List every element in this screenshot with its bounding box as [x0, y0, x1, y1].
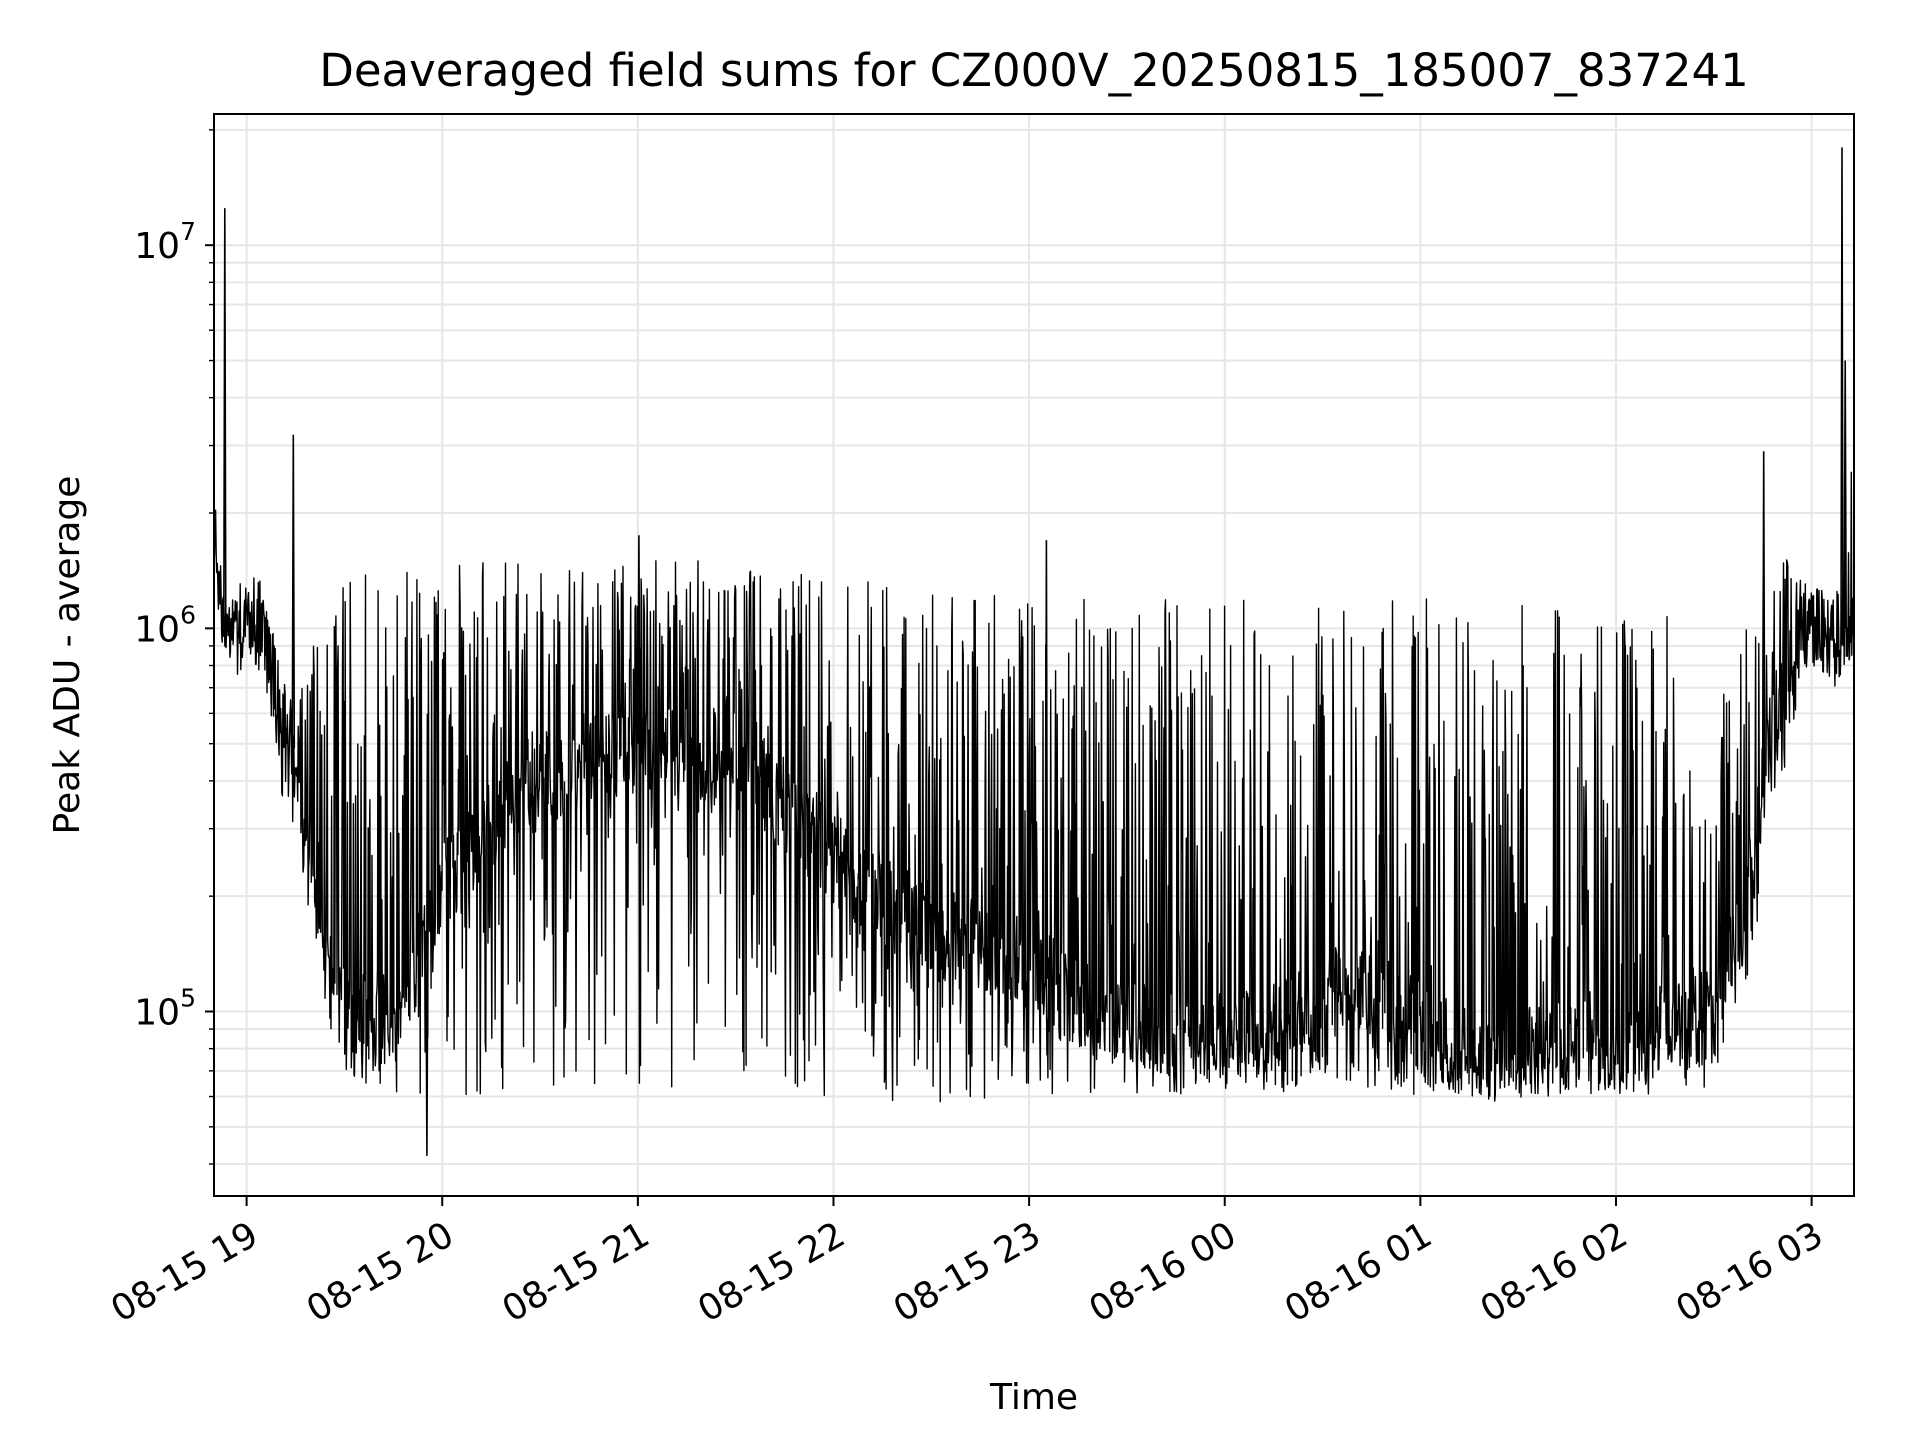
series-spike — [1843, 360, 1847, 635]
chart-title: Deaveraged field sums for CZ000V_2025081… — [319, 44, 1749, 97]
y-axis-label: Peak ADU - average — [47, 476, 88, 835]
plot-frame — [213, 113, 1855, 1197]
plot-area — [213, 147, 1855, 1156]
series-spike — [637, 535, 641, 744]
y-axis: 105 106 107 — [134, 129, 214, 1165]
series-spike — [1840, 147, 1844, 646]
series-spike — [1044, 540, 1049, 979]
y-tick-label: 105 — [134, 984, 196, 1034]
x-axis-label: Time — [989, 1377, 1078, 1418]
series-spike — [425, 930, 429, 1156]
y-tick-label: 106 — [134, 600, 196, 650]
series-line — [213, 471, 1855, 1103]
y-tick-label: 107 — [134, 217, 196, 267]
series-spike — [1761, 451, 1766, 781]
series-spike — [291, 434, 296, 749]
series-spike — [223, 208, 227, 637]
